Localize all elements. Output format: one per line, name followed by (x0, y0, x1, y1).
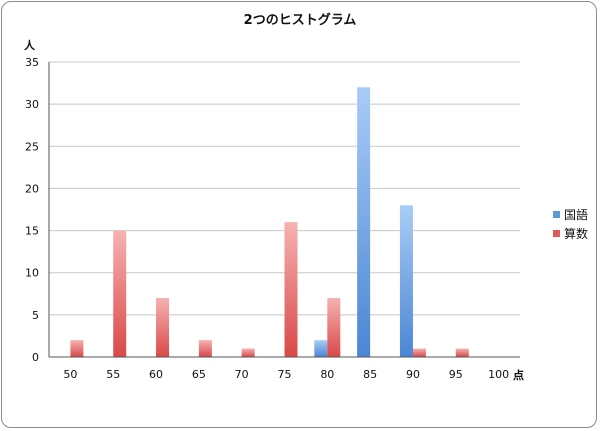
y-axis-unit-label: 人 (24, 38, 36, 52)
bar-series2 (327, 298, 341, 357)
chart-title: 2つのヒストグラム (244, 12, 357, 28)
y-tick-label: 25 (25, 140, 39, 153)
bar-series1 (357, 87, 371, 358)
x-tick-label: 90 (406, 368, 420, 381)
bar-series2 (70, 340, 84, 357)
x-tick-label: 80 (320, 368, 334, 381)
bar-series1 (399, 205, 413, 357)
x-tick-label: 50 (63, 368, 77, 381)
bar-series2 (284, 222, 298, 357)
legend-label: 算数 (564, 226, 588, 241)
x-tick-label: 100 (488, 368, 509, 381)
x-tick-label: 95 (449, 368, 463, 381)
bar-series2 (113, 230, 127, 357)
x-tick-label: 65 (192, 368, 206, 381)
y-tick-label: 15 (25, 225, 39, 238)
y-tick-label: 10 (25, 267, 39, 280)
x-tick-label: 60 (149, 368, 163, 381)
x-tick-label: 75 (278, 368, 292, 381)
x-tick-label: 70 (235, 368, 249, 381)
bar-series1 (314, 340, 328, 357)
legend-swatch (553, 230, 560, 237)
y-tick-label: 35 (25, 56, 39, 69)
bar-series2 (455, 348, 469, 357)
y-tick-label: 20 (25, 182, 39, 195)
x-axis-unit-label: 点 (513, 368, 524, 382)
bar-series2 (156, 298, 170, 357)
bar-series2 (198, 340, 212, 357)
x-tick-label: 55 (106, 368, 120, 381)
legend-label: 国語 (564, 207, 588, 222)
y-tick-label: 30 (25, 98, 39, 111)
legend-swatch (553, 211, 560, 218)
x-tick-label: 85 (363, 368, 377, 381)
bar-series2 (241, 348, 255, 357)
y-tick-label: 0 (32, 351, 39, 364)
y-tick-label: 5 (32, 309, 39, 322)
bar-series2 (412, 348, 426, 357)
